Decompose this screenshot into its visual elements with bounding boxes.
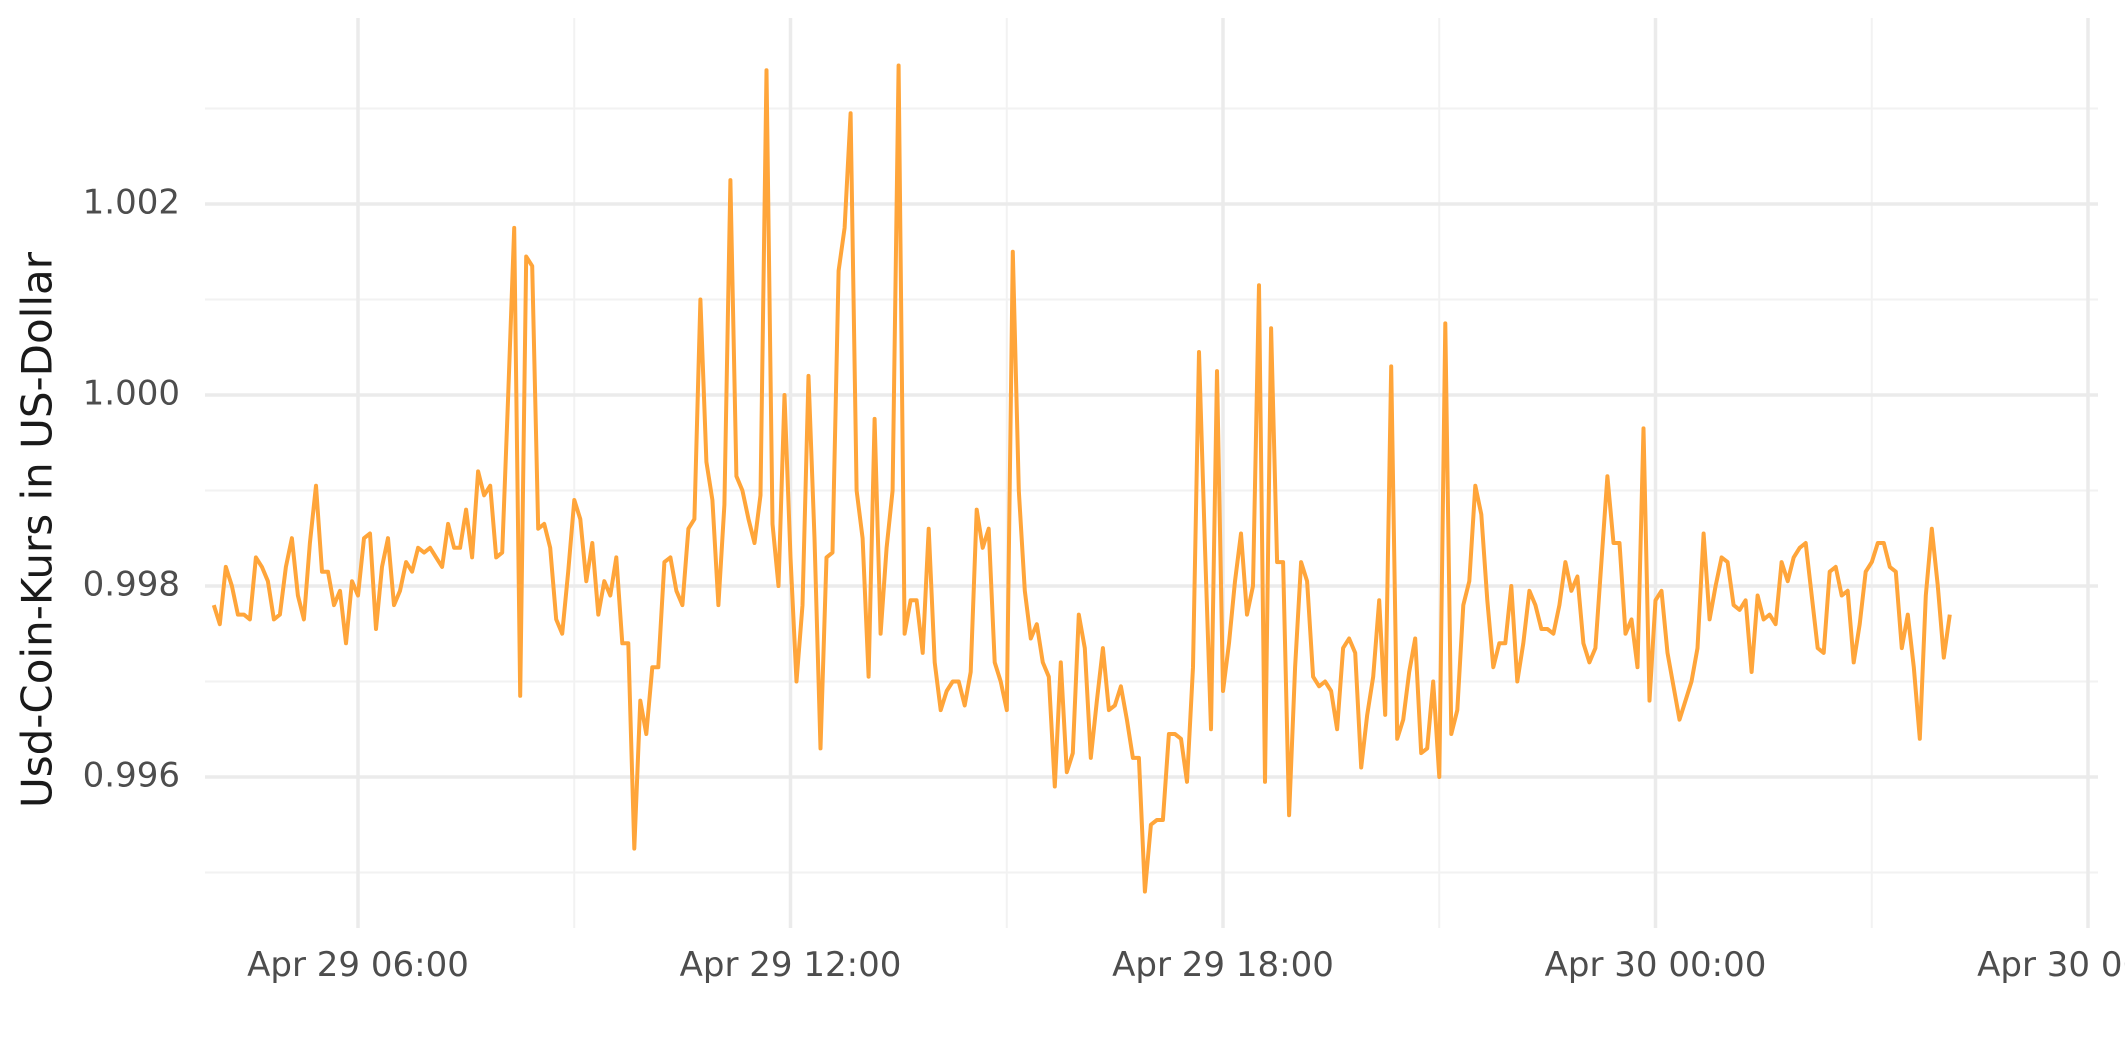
x-axis-tick-labels: Apr 29 06:00 Apr 29 12:00 Apr 29 18:00 Apr …	[247, 945, 2125, 985]
x-tick-label: Apr 29 18:00	[1112, 945, 1334, 985]
major-gridlines	[205, 18, 2098, 928]
y-axis-title: Usd-Coin-Kurs in US-Dollar	[13, 251, 62, 808]
y-tick-label: 0.998	[83, 565, 180, 605]
y-axis-tick-labels: 0.996 0.998 1.000 1.002	[83, 183, 180, 796]
x-tick-label: Apr 30 06:00	[1977, 945, 2125, 985]
minor-gridlines	[205, 18, 2098, 928]
x-tick-label: Apr 29 06:00	[247, 945, 469, 985]
x-tick-label: Apr 29 12:00	[680, 945, 902, 985]
series-line	[211, 63, 1952, 894]
series-layer	[211, 63, 1952, 894]
y-tick-label: 1.000	[83, 374, 180, 414]
y-tick-label: 1.002	[83, 183, 180, 223]
y-tick-label: 0.996	[83, 756, 180, 796]
x-tick-label: Apr 30 00:00	[1545, 945, 1767, 985]
